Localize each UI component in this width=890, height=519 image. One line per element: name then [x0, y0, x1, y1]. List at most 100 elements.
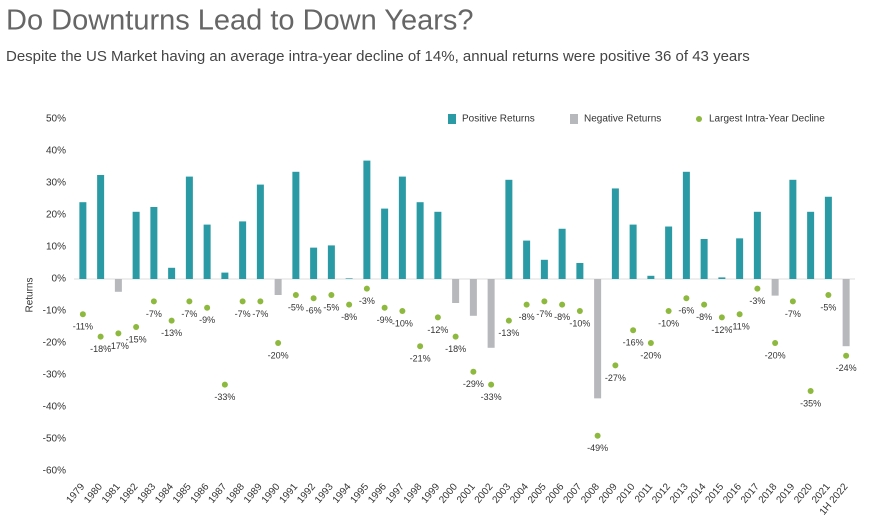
data-label: -13%: [498, 328, 519, 338]
x-tick-label: 1983: [135, 481, 158, 505]
bar: [469, 279, 477, 316]
y-tick-label: -20%: [43, 338, 66, 349]
bar: [452, 279, 460, 303]
y-tick-label: 0%: [52, 274, 67, 285]
x-tick-label: 2011: [633, 481, 656, 505]
bar: [239, 221, 247, 279]
dot: [683, 295, 690, 302]
data-label: -12%: [711, 325, 732, 335]
x-tick-label: 2008: [579, 481, 602, 505]
x-tick-label: 2009: [597, 481, 620, 505]
data-label: -7%: [785, 309, 801, 319]
bar: [647, 275, 655, 279]
dot: [150, 298, 157, 305]
bar: [132, 211, 140, 279]
x-tick-label: 1994: [331, 481, 354, 505]
bar: [363, 160, 371, 279]
data-label: -24%: [836, 363, 857, 373]
dot: [452, 333, 459, 340]
bar: [168, 267, 176, 279]
legend-swatch: [570, 114, 578, 124]
x-tick-label: 2017: [739, 481, 762, 505]
dot: [630, 327, 637, 334]
bar: [629, 224, 637, 279]
bar: [505, 179, 513, 279]
x-tick-label: 1992: [295, 481, 318, 505]
x-tick-label: 2013: [668, 481, 691, 505]
x-tick-label: 1979: [64, 481, 87, 505]
dot: [133, 324, 140, 330]
bar: [682, 171, 690, 279]
bar: [185, 176, 193, 279]
dot: [754, 285, 761, 292]
bar: [789, 179, 797, 279]
dot: [275, 340, 282, 346]
data-label: -33%: [481, 392, 502, 402]
bar: [327, 245, 335, 279]
x-tick-label: 1993: [313, 481, 336, 505]
data-label: -20%: [640, 350, 661, 360]
x-tick-label: 1984: [153, 481, 176, 505]
dot: [825, 292, 832, 298]
data-label: -10%: [658, 318, 679, 328]
dot: [97, 333, 104, 340]
data-label: -10%: [392, 318, 413, 328]
bar: [114, 279, 122, 292]
y-tick-label: 30%: [46, 178, 66, 189]
dot: [417, 343, 424, 350]
data-label: -5%: [820, 302, 836, 312]
data-label: -8%: [554, 312, 570, 322]
data-label: -7%: [181, 309, 197, 319]
bar: [771, 279, 779, 296]
bar: [97, 175, 105, 279]
data-label: -5%: [323, 302, 339, 312]
bar: [398, 176, 406, 279]
x-tick-label: 2006: [544, 481, 567, 505]
x-tick-label: 2000: [437, 481, 460, 505]
dot: [576, 308, 583, 314]
dot: [843, 352, 850, 359]
bar: [700, 239, 708, 279]
legend-label: Negative Returns: [584, 114, 661, 125]
data-label: -7%: [146, 309, 162, 319]
x-tick-label: 1990: [260, 481, 283, 505]
data-label: -16%: [623, 338, 644, 348]
x-tick-label: 1998: [402, 481, 425, 505]
bar: [824, 196, 832, 279]
legend-label: Positive Returns: [462, 114, 535, 125]
dot: [807, 388, 814, 394]
x-tick-label: 1980: [82, 481, 105, 505]
dot: [488, 381, 495, 388]
x-tick-label: 1985: [171, 481, 194, 505]
data-label: -7%: [536, 309, 552, 319]
chart-subtitle: Despite the US Market having an average …: [6, 48, 750, 65]
dot: [346, 301, 353, 308]
bar: [256, 184, 264, 279]
data-label: -33%: [214, 392, 235, 402]
dot: [328, 292, 335, 298]
data-label: -8%: [696, 312, 712, 322]
x-tick-label: 2012: [650, 481, 673, 505]
data-label: -6%: [678, 306, 694, 316]
data-label: -6%: [306, 306, 322, 316]
data-label: -21%: [410, 354, 431, 364]
data-label: -20%: [765, 350, 786, 360]
dot: [523, 301, 530, 308]
dot: [772, 340, 779, 346]
dot: [257, 298, 264, 305]
x-tick-label: 1995: [348, 481, 371, 505]
legend-swatch: [448, 114, 456, 124]
dot: [381, 304, 388, 311]
bar: [611, 188, 619, 279]
data-label: -17%: [108, 341, 129, 351]
data-label: -29%: [463, 379, 484, 389]
x-tick-label: 1999: [419, 481, 442, 505]
legend-label: Largest Intra-Year Decline: [709, 114, 825, 125]
bar: [594, 279, 602, 399]
y-tick-label: -50%: [43, 434, 66, 445]
data-label: -15%: [126, 334, 147, 344]
dot: [594, 432, 601, 439]
bar: [540, 259, 548, 279]
x-tick-label: 1987: [206, 481, 229, 505]
